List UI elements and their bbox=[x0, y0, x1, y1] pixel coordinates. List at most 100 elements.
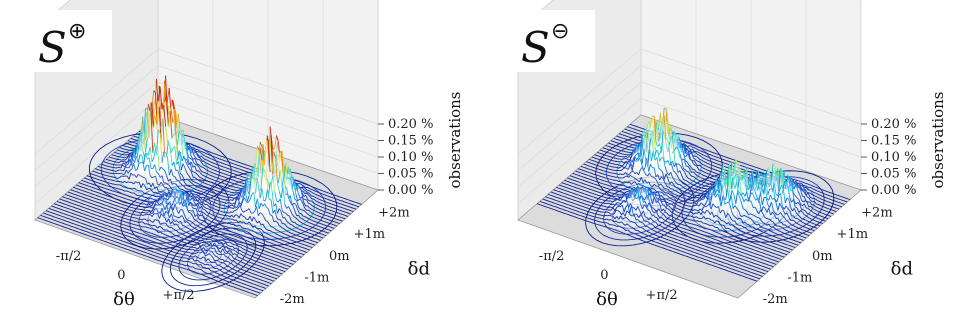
surface-trace bbox=[317, 201, 320, 204]
surface-trace bbox=[284, 229, 287, 232]
surface-trace bbox=[212, 155, 215, 158]
surface-trace bbox=[131, 233, 135, 236]
surface-trace bbox=[63, 219, 66, 222]
surface-trace bbox=[192, 252, 195, 255]
surface-trace bbox=[131, 220, 134, 222]
surface-trace bbox=[92, 183, 95, 186]
surface-trace bbox=[230, 199, 233, 201]
surface-trace bbox=[286, 238, 289, 240]
surface-trace bbox=[203, 271, 206, 274]
surface-trace bbox=[86, 204, 89, 207]
surface-trace bbox=[125, 186, 128, 189]
surface-trace bbox=[754, 166, 757, 169]
surface-trace bbox=[279, 235, 282, 237]
surface-trace bbox=[271, 276, 274, 278]
surface-trace bbox=[209, 184, 212, 187]
surface-trace bbox=[124, 231, 127, 233]
surface-trace bbox=[242, 197, 245, 202]
surface-trace bbox=[107, 221, 110, 224]
x-axis-label: δθ bbox=[113, 289, 135, 310]
surface-trace bbox=[64, 216, 67, 219]
surface-trace bbox=[337, 202, 340, 204]
surface-trace bbox=[156, 144, 160, 171]
surface-trace bbox=[200, 172, 203, 176]
surface-trace bbox=[197, 189, 200, 192]
surface-trace bbox=[115, 221, 118, 224]
surface-trace bbox=[165, 223, 169, 227]
surface-trace bbox=[162, 168, 166, 171]
surface-trace bbox=[313, 193, 316, 195]
surface-trace bbox=[83, 200, 86, 202]
surface-trace bbox=[206, 211, 210, 214]
surface-trace bbox=[246, 201, 249, 203]
surface-trace bbox=[277, 248, 280, 250]
surface-trace bbox=[164, 156, 167, 158]
surface-trace bbox=[109, 232, 113, 235]
surface-trace bbox=[184, 196, 188, 206]
surface-trace bbox=[247, 247, 250, 249]
surface-trace bbox=[107, 208, 110, 211]
surface-trace bbox=[105, 234, 108, 237]
surface-trace bbox=[318, 192, 321, 194]
surface-trace bbox=[109, 235, 112, 238]
surface-trace bbox=[255, 247, 258, 249]
surface-trace bbox=[247, 199, 251, 203]
surface-trace bbox=[163, 151, 166, 153]
surface-trace bbox=[136, 205, 139, 207]
surface-trace bbox=[214, 166, 217, 169]
surface-trace bbox=[217, 157, 220, 160]
surface-trace bbox=[103, 227, 106, 229]
surface-trace bbox=[320, 199, 323, 201]
surface-trace bbox=[109, 159, 112, 162]
surface-trace bbox=[101, 173, 104, 176]
surface-trace bbox=[234, 253, 237, 256]
surface-trace bbox=[273, 240, 276, 242]
surface-trace bbox=[149, 250, 152, 252]
surface-trace bbox=[97, 208, 100, 211]
surface-trace bbox=[107, 195, 110, 197]
surface-trace bbox=[232, 162, 235, 165]
surface-trace bbox=[330, 213, 333, 215]
surface-trace bbox=[260, 245, 263, 248]
surface-trace bbox=[96, 188, 100, 191]
surface-trace bbox=[697, 146, 700, 149]
surface-trace bbox=[96, 211, 99, 213]
surface-trace bbox=[309, 229, 312, 231]
surface-trace bbox=[303, 234, 307, 236]
surface-trace bbox=[144, 136, 148, 149]
surface-trace bbox=[158, 253, 161, 255]
surface-trace bbox=[303, 209, 307, 213]
surface-trace bbox=[163, 237, 166, 240]
surface-trace bbox=[207, 230, 210, 232]
surface-trace bbox=[91, 226, 94, 228]
surface-trace bbox=[182, 241, 185, 243]
surface-trace bbox=[216, 223, 219, 225]
surface-trace bbox=[214, 180, 218, 182]
surface-trace bbox=[208, 273, 212, 275]
surface-trace bbox=[251, 166, 254, 168]
surface-trace bbox=[205, 155, 208, 158]
surface-trace bbox=[225, 177, 229, 179]
surface-trace bbox=[142, 208, 146, 212]
surface-trace bbox=[200, 244, 203, 247]
surface-trace bbox=[61, 212, 64, 214]
surface-trace bbox=[307, 235, 310, 238]
surface-trace bbox=[245, 173, 248, 176]
surface-trace bbox=[205, 232, 208, 235]
floor-contour bbox=[585, 176, 695, 247]
surface-trace bbox=[99, 239, 103, 241]
surface-trace bbox=[233, 286, 236, 289]
surface-trace bbox=[219, 241, 222, 244]
surface-trace bbox=[60, 222, 63, 224]
surface-trace bbox=[268, 258, 271, 261]
surface-trace bbox=[154, 238, 157, 240]
surface-trace bbox=[234, 235, 237, 238]
surface-trace bbox=[62, 209, 65, 211]
surface-trace bbox=[154, 133, 157, 139]
surface-trace bbox=[55, 223, 59, 226]
surface-trace bbox=[129, 249, 132, 252]
surface-trace bbox=[97, 221, 100, 224]
surface-trace bbox=[133, 181, 136, 185]
z-gridline bbox=[34, 98, 159, 204]
surface-trace bbox=[206, 238, 210, 241]
